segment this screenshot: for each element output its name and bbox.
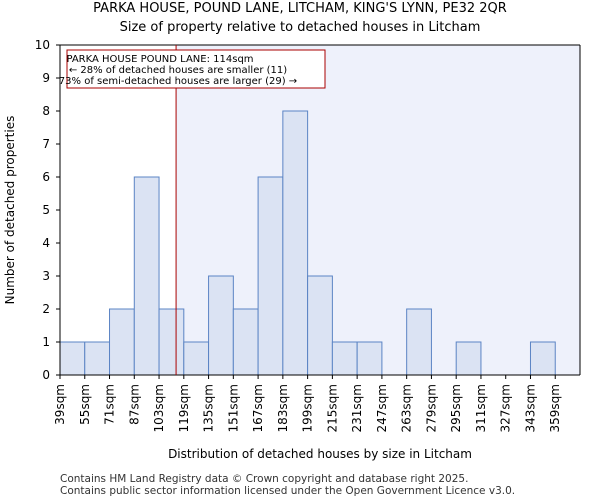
- bar-199sqm: [307, 275, 333, 376]
- bar-135sqm: [208, 275, 234, 376]
- x-tick-label-327sqm: 327sqm: [499, 384, 513, 432]
- x-tick-label-167sqm: 167sqm: [251, 384, 265, 432]
- x-tick-label-295sqm: 295sqm: [449, 384, 463, 432]
- plot-area: 0 1 2 3 4 5 6 7 8 9 10 39sqm 55sqm 71sqm 87sqm 103sqm 11…: [35, 38, 581, 432]
- bar-39sqm: [59, 341, 86, 376]
- y-tick-label-8: 8: [42, 104, 50, 118]
- y-tick-label-9: 9: [42, 71, 50, 85]
- x-tick-label-215sqm: 215sqm: [325, 384, 339, 432]
- bar-343sqm: [529, 341, 556, 376]
- bar-215sqm: [331, 341, 358, 376]
- chart-title-line2: Size of property relative to detached ho…: [120, 20, 481, 35]
- x-tick-label-183sqm: 183sqm: [276, 384, 290, 432]
- footer-line2: Contains public sector information licen…: [60, 485, 515, 497]
- y-tick-label-10: 10: [35, 38, 50, 52]
- x-tick-label-359sqm: 359sqm: [548, 384, 562, 432]
- y-tick-label-0: 0: [42, 368, 50, 382]
- x-tick-label-55sqm: 55sqm: [78, 384, 92, 425]
- y-tick-label-5: 5: [42, 203, 50, 217]
- bar-295sqm: [455, 341, 482, 376]
- bar-167sqm: [257, 176, 284, 376]
- x-tick-label-311sqm: 311sqm: [474, 384, 488, 432]
- x-tick-label-231sqm: 231sqm: [350, 384, 364, 432]
- y-tick-label-4: 4: [42, 236, 50, 250]
- x-tick-label-119sqm: 119sqm: [177, 384, 191, 432]
- annotation-box: [66, 49, 326, 89]
- annotation-line-2: ← 28% of detached houses are smaller (11…: [69, 65, 287, 76]
- x-tick-label-263sqm: 263sqm: [400, 384, 414, 432]
- x-tick-label-87sqm: 87sqm: [127, 384, 141, 425]
- x-tick-label-135sqm: 135sqm: [202, 384, 216, 432]
- y-tick-label-3: 3: [42, 269, 50, 283]
- bar-119sqm: [183, 341, 210, 376]
- bar-151sqm: [232, 308, 259, 376]
- bar-103sqm: [158, 308, 185, 376]
- footer-line1: Contains HM Land Registry data © Crown c…: [60, 473, 468, 485]
- x-tick-label-199sqm: 199sqm: [301, 384, 315, 432]
- bar-55sqm: [84, 341, 111, 376]
- x-tick-label-151sqm: 151sqm: [226, 384, 240, 432]
- y-tick-label-2: 2: [42, 302, 50, 316]
- x-tick-label-279sqm: 279sqm: [424, 384, 438, 432]
- y-tick-label-7: 7: [42, 137, 50, 151]
- annotation-line-1: PARKA HOUSE POUND LANE: 114sqm: [66, 54, 253, 65]
- bar-183sqm: [282, 110, 309, 376]
- x-tick-label-247sqm: 247sqm: [375, 384, 389, 432]
- x-tick-label-343sqm: 343sqm: [523, 384, 537, 432]
- bar-231sqm: [356, 341, 383, 376]
- y-tick-label-1: 1: [42, 335, 50, 349]
- bar-71sqm: [109, 308, 135, 376]
- x-tick-label-39sqm: 39sqm: [53, 384, 67, 425]
- x-axis-title: Distribution of detached houses by size …: [168, 447, 472, 461]
- bar-87sqm: [133, 176, 160, 376]
- y-axis-title: Number of detached properties: [3, 116, 17, 305]
- chart-title-line1: PARKA HOUSE, POUND LANE, LITCHAM, KING'S…: [93, 1, 507, 16]
- bar-263sqm: [406, 308, 432, 376]
- x-tick-label-103sqm: 103sqm: [152, 384, 166, 432]
- annotation-line-3: 73% of semi-detached houses are larger (…: [59, 76, 297, 87]
- y-tick-label-6: 6: [42, 170, 50, 184]
- x-tick-label-71sqm: 71sqm: [103, 384, 117, 425]
